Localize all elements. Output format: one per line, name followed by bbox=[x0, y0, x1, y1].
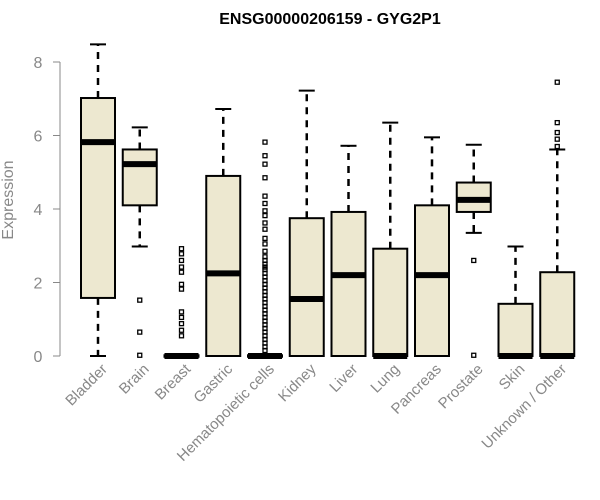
outlier-point bbox=[178, 264, 185, 270]
outlier-point bbox=[178, 314, 185, 321]
outlier-point bbox=[262, 200, 268, 207]
box-group bbox=[288, 89, 325, 357]
outlier-point bbox=[178, 286, 185, 292]
box-group bbox=[247, 139, 283, 359]
box-iqr bbox=[121, 148, 158, 207]
box-group bbox=[414, 136, 450, 357]
outlier-point bbox=[262, 212, 268, 219]
y-tick-label: 8 bbox=[34, 55, 43, 72]
box-group bbox=[80, 43, 116, 357]
box-group bbox=[163, 246, 200, 359]
outlier-point bbox=[554, 136, 560, 142]
outlier-point bbox=[554, 129, 560, 136]
box-group bbox=[455, 143, 492, 358]
outlier-point bbox=[262, 220, 268, 226]
outlier-point bbox=[178, 257, 185, 264]
box-iqr bbox=[497, 302, 534, 358]
outlier-point bbox=[262, 193, 268, 199]
outlier-point bbox=[137, 352, 143, 358]
x-tick-label: Skin bbox=[496, 361, 529, 394]
outlier-point bbox=[178, 251, 185, 257]
y-tick-label: 4 bbox=[34, 202, 43, 219]
outlier-point bbox=[554, 143, 560, 150]
outlier-point bbox=[137, 329, 143, 335]
outlier-point bbox=[137, 297, 143, 303]
outlier-point bbox=[178, 246, 185, 252]
y-axis-label: Expression bbox=[0, 160, 17, 239]
x-tick-label: Prostate bbox=[435, 361, 487, 413]
outlier-point bbox=[262, 261, 268, 267]
box-group bbox=[121, 126, 158, 358]
y-tick-label: 6 bbox=[34, 129, 43, 146]
box-iqr bbox=[205, 174, 242, 357]
outlier-point bbox=[178, 281, 185, 287]
y-tick-label: 2 bbox=[34, 276, 43, 293]
boxes bbox=[80, 43, 576, 359]
x-tick-label: Breast bbox=[152, 360, 195, 403]
outlier-point bbox=[262, 226, 268, 232]
y-axis: 0 2 4 6 8 bbox=[34, 55, 61, 366]
outlier-point bbox=[262, 161, 268, 167]
outlier-point bbox=[262, 248, 268, 254]
x-tick-label: Liver bbox=[326, 361, 361, 396]
outlier-point bbox=[178, 309, 185, 315]
box-iqr bbox=[80, 97, 116, 299]
box-iqr bbox=[539, 271, 576, 357]
outlier-point bbox=[262, 139, 268, 145]
x-tick-label: Kidney bbox=[275, 360, 320, 405]
box-iqr bbox=[330, 210, 367, 357]
box-group bbox=[497, 245, 534, 359]
chart-title: ENSG00000206159 - GYG2P1 bbox=[219, 11, 441, 28]
box-group bbox=[372, 121, 409, 359]
outlier-point bbox=[262, 175, 268, 181]
outlier-point bbox=[262, 347, 268, 354]
box-iqr bbox=[414, 204, 450, 357]
x-tick-label: Brain bbox=[116, 361, 153, 398]
outlier-point bbox=[178, 327, 185, 333]
x-tick-label: Bladder bbox=[62, 361, 111, 410]
outlier-point bbox=[178, 321, 185, 327]
x-tick-label: Lung bbox=[367, 361, 403, 397]
box-group bbox=[330, 144, 367, 357]
box-iqr bbox=[288, 217, 325, 357]
outlier-point bbox=[178, 269, 185, 275]
outlier-point bbox=[471, 257, 477, 264]
outlier-point bbox=[554, 119, 560, 126]
box-iqr bbox=[372, 247, 409, 357]
y-tick-label: 0 bbox=[34, 349, 43, 366]
box-group bbox=[539, 79, 576, 359]
outlier-point bbox=[471, 352, 477, 358]
outlier-point bbox=[554, 79, 560, 85]
outlier-point bbox=[262, 241, 268, 247]
box-group bbox=[205, 108, 242, 357]
outlier-point bbox=[178, 333, 185, 339]
outlier-point bbox=[262, 235, 268, 242]
outlier-point bbox=[262, 153, 268, 159]
outlier-point bbox=[262, 208, 268, 214]
